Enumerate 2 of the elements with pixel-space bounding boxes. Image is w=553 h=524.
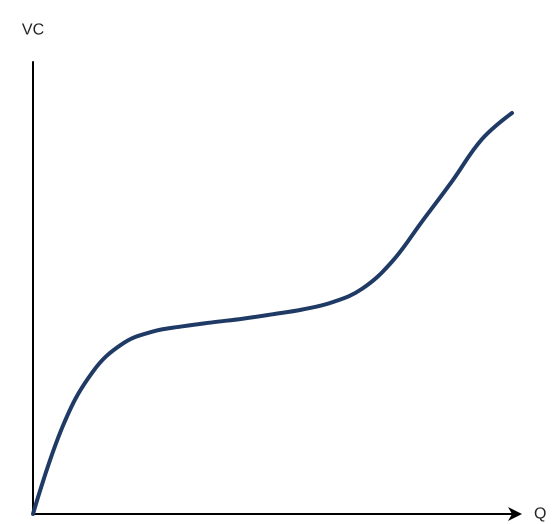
x-axis-title: Q (534, 506, 546, 522)
y-axis-title: VC (22, 22, 44, 38)
